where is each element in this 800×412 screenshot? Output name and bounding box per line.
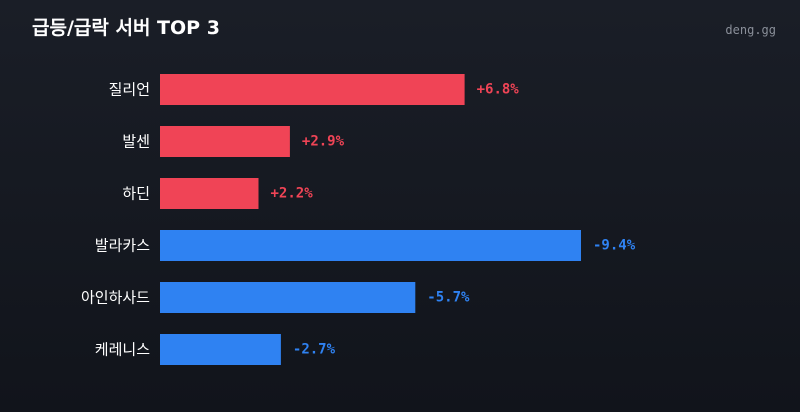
chart-title: 급등/급락 서버 TOP 3 xyxy=(32,17,220,39)
bar xyxy=(160,178,259,209)
value-label: -9.4% xyxy=(593,238,636,254)
bar xyxy=(160,282,416,313)
category-label: 발센 xyxy=(122,133,150,151)
value-label: -5.7% xyxy=(427,290,470,306)
bar xyxy=(160,334,281,365)
value-label: -2.7% xyxy=(293,342,336,358)
value-label: +6.8% xyxy=(477,82,520,98)
category-label: 하딘 xyxy=(122,185,150,203)
category-label: 케레니스 xyxy=(95,341,150,359)
bar xyxy=(160,230,581,261)
value-label: +2.9% xyxy=(302,134,345,150)
category-label: 질리언 xyxy=(109,81,150,99)
category-label: 발라카스 xyxy=(95,237,150,255)
brand-watermark: deng.gg xyxy=(725,23,776,37)
bar xyxy=(160,74,465,105)
value-label: +2.2% xyxy=(271,186,314,202)
category-label: 아인하사드 xyxy=(81,289,150,307)
bar xyxy=(160,126,290,157)
